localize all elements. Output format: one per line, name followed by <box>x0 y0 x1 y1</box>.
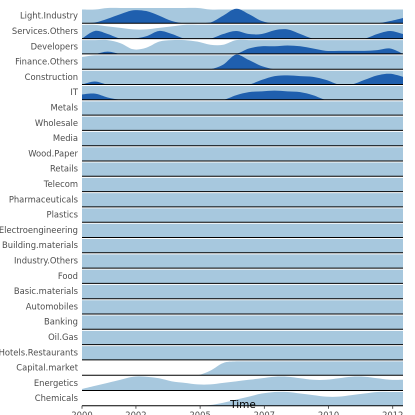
series-band-light <box>82 101 403 116</box>
series-row-food: Food <box>58 269 403 284</box>
row-label: Banking <box>44 317 78 327</box>
row-label: IT <box>70 87 78 97</box>
row-label: Energetics <box>34 378 78 388</box>
row-label: Services.Others <box>12 26 78 36</box>
series-row-media: Media <box>53 131 403 147</box>
series-row-it: IT <box>70 86 403 101</box>
series-row-automobiles: Automobiles <box>26 300 403 315</box>
series-row-wood-paper: Wood.Paper <box>28 147 403 162</box>
x-tick-label: 2010 <box>318 410 339 415</box>
x-tick-label: 2012 <box>382 410 403 415</box>
series-row-chemicals: Chemicals <box>35 391 403 407</box>
series-band-light <box>82 147 403 161</box>
x-tick-label: 2005 <box>189 410 210 415</box>
series-band-light <box>82 315 403 330</box>
series-row-energetics: Energetics <box>34 376 403 391</box>
series-row-construction: Construction <box>25 70 403 85</box>
x-tick-label: 2007 <box>254 410 275 415</box>
row-label: Wood.Paper <box>28 148 78 158</box>
series-band-light <box>82 330 403 345</box>
row-label: Light.Industry <box>20 11 78 21</box>
series-row-services-others: Services.Others <box>12 24 403 40</box>
series-band-light <box>82 239 403 253</box>
x-axis-title: Time <box>229 399 256 411</box>
row-label: Electroengineering <box>0 225 78 235</box>
series-row-telecom: Telecom <box>43 177 403 193</box>
rows-layer: Light.Industry Services.Others Developers F… <box>0 7 403 407</box>
series-band-light <box>82 391 403 406</box>
series-band-light <box>82 162 403 177</box>
series-band-light <box>82 361 403 376</box>
series-row-pharmaceuticals: Pharmaceuticals <box>9 193 403 208</box>
series-band-light <box>82 39 403 54</box>
series-row-developers: Developers <box>31 39 403 55</box>
row-label: Plastics <box>47 210 78 220</box>
row-label: Construction <box>25 72 78 82</box>
series-row-electroengineering: Electroengineering <box>0 223 403 238</box>
row-label: Hotels.Restaurants <box>0 347 78 357</box>
row-label: Pharmaceuticals <box>9 194 78 204</box>
x-tick-label: 2000 <box>71 410 92 415</box>
series-row-capital-market: Capital.market <box>16 361 403 376</box>
series-row-oil-gas: Oil.Gas <box>48 330 403 346</box>
series-band-light <box>82 86 403 100</box>
series-band-light <box>82 376 403 391</box>
row-label: Industry.Others <box>14 255 78 265</box>
series-band-light <box>82 346 403 360</box>
row-label: Automobiles <box>26 301 78 311</box>
series-row-wholesale: Wholesale <box>35 116 403 131</box>
series-band-dark <box>82 54 403 70</box>
x-tick-label: 2002 <box>125 410 146 415</box>
series-row-basic-materials: Basic.materials <box>14 284 403 300</box>
series-band-dark <box>82 29 403 39</box>
series-band-light <box>82 116 403 131</box>
series-band-light <box>82 193 403 207</box>
series-band-dark <box>82 8 403 24</box>
row-label: Food <box>58 271 78 281</box>
series-band-light <box>82 284 403 299</box>
series-row-hotels-restaurants: Hotels.Restaurants <box>0 346 403 361</box>
row-label: Wholesale <box>35 118 78 128</box>
row-label: Developers <box>31 41 78 51</box>
row-label: Media <box>53 133 78 143</box>
series-band-dark <box>82 45 403 54</box>
series-band-light <box>82 300 403 314</box>
series-row-industry-others: Industry.Others <box>14 254 403 269</box>
row-label: Chemicals <box>35 393 78 403</box>
series-band-light <box>82 70 403 85</box>
series-band-light <box>82 208 403 223</box>
series-row-metals: Metals <box>51 101 403 116</box>
series-band-light <box>82 254 403 269</box>
row-label: Basic.materials <box>14 286 78 296</box>
series-row-retails: Retails <box>50 162 403 177</box>
row-label: Oil.Gas <box>48 332 78 342</box>
series-row-finance-others: Finance.Others <box>15 54 403 70</box>
row-label: Capital.market <box>16 363 78 373</box>
x-axis: 2000 2002 2005 2007 2010 2012 <box>71 405 403 415</box>
series-band-light <box>82 131 403 146</box>
series-row-building-materials: Building.materials <box>2 239 403 254</box>
row-label: Building.materials <box>2 240 78 250</box>
row-label: Finance.Others <box>15 57 78 67</box>
series-band-light <box>82 223 403 238</box>
row-label: Metals <box>51 102 79 112</box>
series-row-light-industry: Light.Industry <box>20 7 403 24</box>
series-band-light <box>82 177 403 192</box>
series-band-light <box>82 269 403 284</box>
row-label: Retails <box>50 164 78 174</box>
series-row-plastics: Plastics <box>47 208 403 223</box>
series-band-dark <box>82 90 403 100</box>
series-band-dark <box>82 73 403 85</box>
row-label: Telecom <box>43 179 78 189</box>
series-row-banking: Banking <box>44 315 403 330</box>
